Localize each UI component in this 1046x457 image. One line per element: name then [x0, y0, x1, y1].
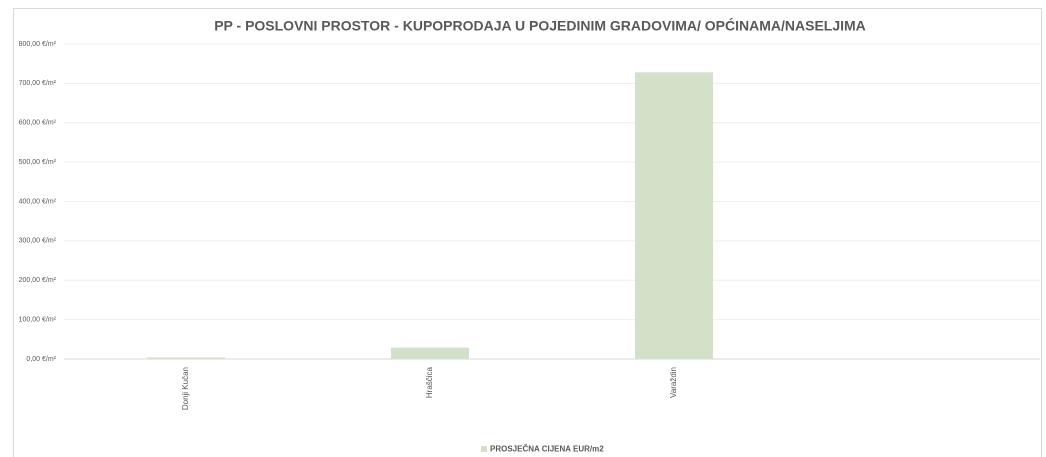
legend-swatch — [481, 446, 487, 452]
bar — [390, 347, 470, 359]
x-tick-label: Donji Kučan — [181, 367, 190, 410]
legend-label: PROSJEČNA CIJENA EUR/m2 — [490, 445, 604, 454]
chart-title: PP - POSLOVNI PROSTOR - KUPOPRODAJA U PO… — [214, 17, 866, 34]
y-tick-label: 500,00 €/m² — [19, 159, 57, 166]
bar — [634, 72, 714, 359]
chart-area — [13, 8, 1042, 457]
y-tick-label: 600,00 €/m² — [19, 120, 57, 127]
y-tick-label: 200,00 €/m² — [19, 277, 57, 284]
bar — [146, 357, 226, 359]
x-tick-label: Varaždin — [669, 367, 678, 398]
x-tick-label: Hraščica — [425, 366, 434, 398]
y-tick-label: 700,00 €/m² — [19, 80, 57, 87]
y-tick-label: 300,00 €/m² — [19, 238, 57, 245]
y-tick-label: 100,00 €/m² — [19, 316, 57, 323]
y-tick-label: 0,00 €/m² — [26, 356, 56, 363]
y-tick-label: 400,00 €/m² — [19, 198, 57, 205]
y-tick-label: 800,00 €/m² — [19, 41, 57, 48]
